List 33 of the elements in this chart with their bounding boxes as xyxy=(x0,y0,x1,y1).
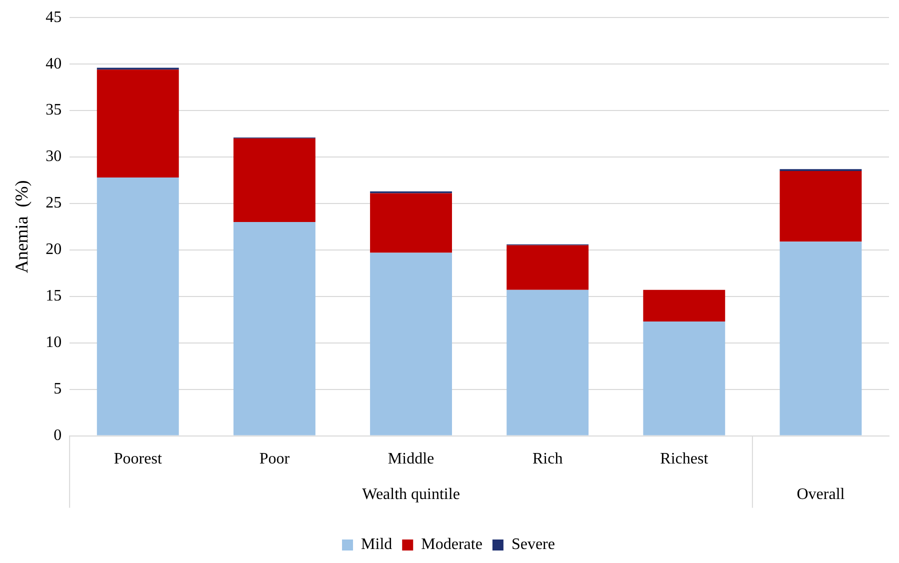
bar xyxy=(96,70,179,178)
legend-label: Moderate xyxy=(421,536,482,554)
x-tick-label: Rich xyxy=(532,450,563,468)
y-tick-label: 35 xyxy=(46,102,62,119)
bar xyxy=(780,170,862,242)
legend-label: Severe xyxy=(511,536,555,554)
bar xyxy=(96,177,179,436)
y-tick-label: 10 xyxy=(46,334,62,352)
bar xyxy=(370,193,452,253)
y-axis-title: Anemia (%) xyxy=(12,180,32,274)
x-tick-label: Poor xyxy=(259,450,290,468)
y-tick-label: 45 xyxy=(46,8,62,26)
y-tick-label: 30 xyxy=(46,148,62,166)
bar xyxy=(370,252,452,436)
y-tick-label: 40 xyxy=(46,55,62,72)
text: Overall xyxy=(796,486,846,504)
x-tick-label: Poorest xyxy=(114,450,162,468)
bar xyxy=(780,242,862,436)
x-tick-label: Richest xyxy=(660,450,709,468)
x-tick-label: Middle xyxy=(388,450,434,468)
bar xyxy=(233,138,316,222)
bar xyxy=(643,290,726,322)
bar xyxy=(506,245,589,290)
y-tick-label: 20 xyxy=(46,241,62,258)
bar xyxy=(506,290,589,436)
y-tick-label: 5 xyxy=(54,380,62,398)
bar xyxy=(233,222,316,436)
text: Wealth quintile xyxy=(362,486,460,504)
y-tick-label: 15 xyxy=(46,288,62,305)
bar xyxy=(643,321,726,436)
y-tick-label: 0 xyxy=(54,427,62,444)
legend-label: Mild xyxy=(361,536,392,554)
y-tick-label: 25 xyxy=(46,194,62,212)
